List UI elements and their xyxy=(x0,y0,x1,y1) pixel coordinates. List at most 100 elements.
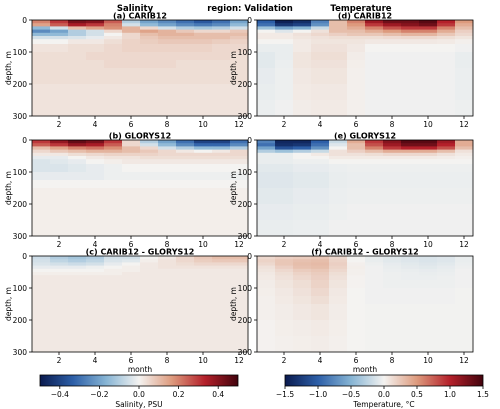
heatmap-cell xyxy=(68,36,87,40)
heatmap-cell xyxy=(347,60,366,69)
heatmap-cell xyxy=(212,143,231,147)
heatmap-cell xyxy=(275,275,294,281)
heatmap-cell xyxy=(365,149,384,154)
heatmap-cell xyxy=(455,272,474,276)
heatmap-cell xyxy=(293,39,312,45)
heatmap-cell xyxy=(437,259,456,263)
heatmap-cell xyxy=(347,29,366,34)
heatmap-cell xyxy=(140,152,159,157)
heatmap-cell xyxy=(212,84,231,101)
heatmap-cell xyxy=(194,288,213,297)
heatmap-cell xyxy=(257,180,276,189)
heatmap-cell xyxy=(230,268,249,273)
heatmap-cell xyxy=(401,220,420,237)
heatmap-cell xyxy=(293,29,312,34)
heatmap-cell xyxy=(50,60,69,69)
heatmap-cell xyxy=(140,180,159,189)
heatmap-cell xyxy=(401,84,420,101)
heatmap-cell xyxy=(419,23,438,27)
heatmap-cell xyxy=(104,60,123,69)
heatmap-cell xyxy=(122,26,141,30)
colorbar-tick-label: −0.2 xyxy=(90,390,108,399)
heatmap-cell xyxy=(329,268,348,273)
colorbar-gradient xyxy=(284,374,484,387)
heatmap-cell xyxy=(293,296,312,305)
heatmap-cell xyxy=(329,204,348,221)
heatmap-cell xyxy=(455,304,474,321)
heatmap-cell xyxy=(212,29,231,34)
heatmap-cell xyxy=(68,320,87,337)
heatmap-cell xyxy=(194,156,213,160)
heatmap-cell xyxy=(68,172,87,181)
heatmap-cell xyxy=(383,180,402,189)
heatmap-cell xyxy=(86,288,105,297)
heatmap-cell xyxy=(419,268,438,273)
heatmap-cell xyxy=(347,275,366,281)
heatmap-cell xyxy=(176,164,195,173)
heatmap-cell xyxy=(329,156,348,160)
heatmap-cell xyxy=(86,156,105,160)
heatmap-cell xyxy=(293,140,312,144)
plot-frame xyxy=(256,139,474,237)
heatmap-cell xyxy=(176,20,195,24)
x-tick-label: 10 xyxy=(198,356,208,365)
plot-frame xyxy=(256,255,474,353)
heatmap-cell xyxy=(104,336,123,353)
heatmap-cell xyxy=(212,52,231,61)
heatmap-cell xyxy=(383,265,402,270)
heatmap-cell xyxy=(194,52,213,61)
heatmap-cell xyxy=(365,26,384,30)
heatmap-cell xyxy=(293,26,312,30)
heatmap-cell xyxy=(401,288,420,297)
heatmap-cell xyxy=(347,272,366,276)
heatmap-cell xyxy=(437,52,456,61)
x-tick-label: 4 xyxy=(93,240,98,249)
heatmap-cell xyxy=(140,220,159,237)
heatmap-cell xyxy=(230,156,249,160)
heatmap-cell xyxy=(86,275,105,281)
heatmap-cell xyxy=(50,23,69,27)
heatmap-cell xyxy=(419,256,438,260)
heatmap-cell xyxy=(122,68,141,85)
heatmap-cell xyxy=(212,272,231,276)
heatmap-cell xyxy=(140,336,159,353)
heatmap-cell xyxy=(437,100,456,117)
heatmap-cell xyxy=(437,32,456,37)
heatmap-cell xyxy=(104,26,123,30)
heatmap-cell xyxy=(311,146,330,150)
colorbar-tick-label: 1.0 xyxy=(444,390,456,399)
heatmap-cell xyxy=(68,60,87,69)
heatmap-cell xyxy=(122,180,141,189)
heatmap-cell xyxy=(122,268,141,273)
x-tick-label: 10 xyxy=(423,240,433,249)
heatmap-cell xyxy=(293,256,312,260)
heatmap-cell xyxy=(437,336,456,353)
y-tick-label: 300 xyxy=(13,232,28,241)
heatmap-cell xyxy=(365,265,384,270)
heatmap-cell xyxy=(347,44,366,53)
heatmap-cell xyxy=(401,268,420,273)
y-axis-label: depth, m xyxy=(229,287,238,321)
column-title-salinity: Salinity xyxy=(117,4,154,14)
heatmap-cell xyxy=(293,20,312,24)
heatmap-cell xyxy=(32,20,51,24)
heatmap-cell xyxy=(455,52,474,61)
heatmap-cell xyxy=(68,275,87,281)
heatmap-cell xyxy=(140,262,159,266)
heatmap-cell xyxy=(419,296,438,305)
heatmap-cell xyxy=(383,36,402,40)
heatmap-cell xyxy=(293,68,312,85)
heatmap-cell xyxy=(365,84,384,101)
heatmap-cell xyxy=(104,149,123,154)
heatmap-cell xyxy=(50,304,69,321)
heatmap-cell xyxy=(455,268,474,273)
x-tick-label: 4 xyxy=(318,356,323,365)
heatmap-cell xyxy=(50,188,69,205)
heatmap-cell xyxy=(32,140,51,144)
heatmap-cell xyxy=(50,29,69,34)
heatmap-cell xyxy=(311,36,330,40)
heatmap-cell xyxy=(194,172,213,181)
colorbar-tick-label: 1.5 xyxy=(477,390,489,399)
heatmap-cell xyxy=(32,32,51,37)
